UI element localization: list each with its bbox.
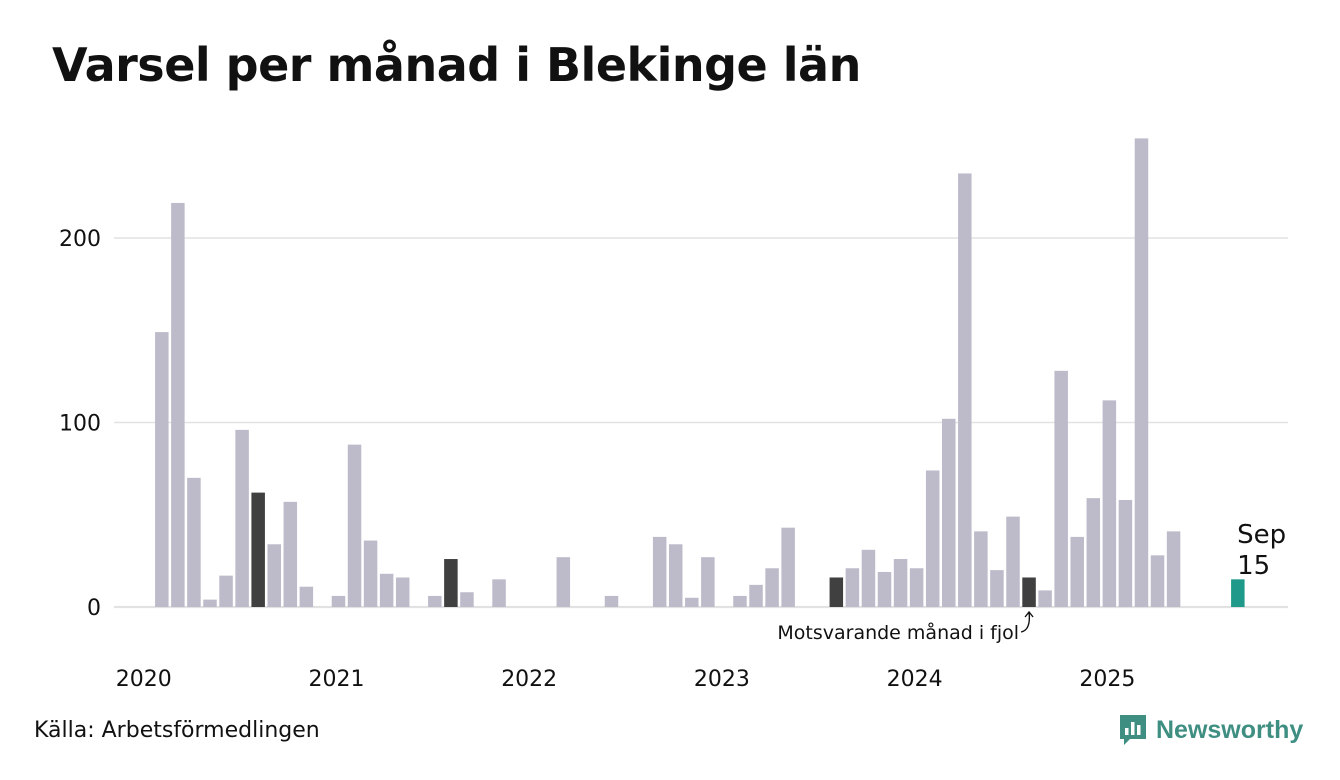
bar <box>974 531 988 607</box>
bars <box>155 138 1245 608</box>
annotation-label: Motsvarande månad i fjol <box>777 621 1019 644</box>
bar <box>942 418 956 607</box>
bar <box>604 595 619 607</box>
bar-chart: 0 100 200 2020 2021 2022 2023 2024 2025 Motsvar… <box>59 138 1288 692</box>
bar <box>363 540 378 607</box>
bar <box>235 429 249 607</box>
bar-same-month-previous-year <box>829 577 844 607</box>
bar <box>909 568 924 607</box>
bar <box>749 584 763 607</box>
bar <box>845 568 860 607</box>
bar <box>556 557 571 607</box>
bar <box>379 573 394 607</box>
bar <box>283 501 298 607</box>
bar <box>733 595 747 607</box>
bar <box>1054 370 1068 607</box>
bar-same-month-previous-year <box>444 559 458 607</box>
bar <box>1150 555 1165 607</box>
bar <box>219 575 233 607</box>
x-tick-label: 2022 <box>501 667 557 692</box>
x-tick-label: 2023 <box>694 667 750 692</box>
brand-logo[interactable]: Newsworthy <box>1118 713 1303 747</box>
current-month-label: Sep 15 <box>1237 520 1286 581</box>
x-tick-label: 2020 <box>116 667 172 692</box>
bar-same-month-previous-year <box>251 492 265 607</box>
bar <box>990 570 1004 607</box>
bar <box>395 577 410 607</box>
bar <box>155 332 169 607</box>
chart-title: Varsel per månad i Blekinge län <box>52 38 861 92</box>
bar <box>171 202 185 607</box>
bar <box>460 592 474 607</box>
bar <box>1118 499 1133 607</box>
bar <box>765 568 779 607</box>
bar <box>861 549 876 607</box>
bar <box>1070 536 1084 607</box>
current-month-name: Sep <box>1237 520 1286 550</box>
bar <box>685 597 699 607</box>
bar <box>781 527 795 607</box>
annotation-group: Motsvarande månad i fjol <box>777 610 1034 644</box>
current-month-value: 15 <box>1237 551 1270 581</box>
bar <box>1166 531 1181 607</box>
bar <box>331 595 346 607</box>
bar <box>492 579 506 608</box>
bar-current-month <box>1231 579 1245 608</box>
y-tick-label: 100 <box>59 412 101 437</box>
y-tick-label: 200 <box>59 227 101 252</box>
y-tick-label: 0 <box>87 596 101 621</box>
bar <box>1038 590 1052 607</box>
x-axis-year-labels: 2020 2021 2022 2023 2024 2025 <box>116 667 1136 692</box>
bar <box>1102 400 1117 607</box>
y-axis-ticks: 0 100 200 <box>59 227 101 621</box>
annotation-arrow <box>1020 610 1034 633</box>
bar <box>299 586 314 607</box>
bar <box>958 173 972 607</box>
bar <box>1086 498 1101 607</box>
bar <box>347 444 362 607</box>
bar <box>187 477 201 607</box>
bar <box>203 599 217 607</box>
bar <box>267 544 281 607</box>
bar <box>1006 516 1020 608</box>
bar <box>668 544 683 607</box>
bar <box>877 571 892 607</box>
newsworthy-logo-icon <box>1120 715 1146 745</box>
bar <box>1134 138 1149 607</box>
x-tick-label: 2025 <box>1079 667 1135 692</box>
brand-name: Newsworthy <box>1156 715 1304 744</box>
bar <box>893 559 908 607</box>
source-note: Källa: Arbetsförmedlingen <box>34 718 320 743</box>
bar <box>652 536 667 607</box>
bar <box>428 595 442 607</box>
bar <box>701 557 715 607</box>
x-tick-label: 2024 <box>887 667 943 692</box>
bar <box>925 470 940 607</box>
bar-same-month-previous-year <box>1022 577 1036 607</box>
x-tick-label: 2021 <box>308 667 364 692</box>
